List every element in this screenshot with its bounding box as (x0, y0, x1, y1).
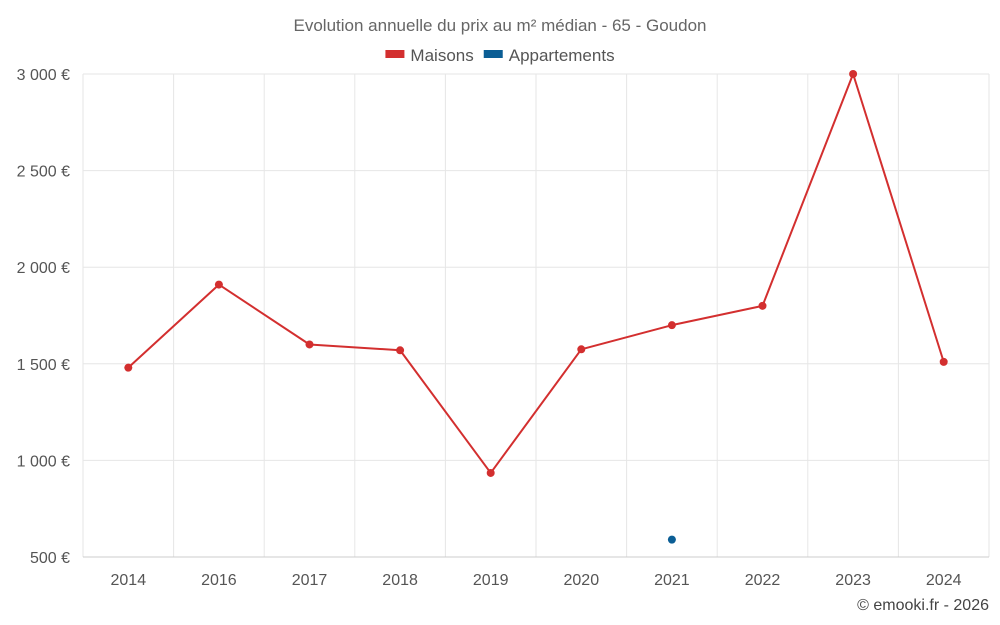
data-point-maisons (667, 321, 676, 330)
y-tick-label: 1 500 € (17, 357, 70, 374)
y-tick-label: 3 000 € (17, 67, 70, 84)
x-gridlines (82, 74, 990, 557)
x-tick-label: 2014 (111, 572, 147, 589)
y-gridlines (83, 73, 989, 558)
series-layer (124, 70, 948, 544)
data-point-maisons (305, 340, 314, 349)
legend: Maisons Appartements (385, 46, 615, 65)
x-axis-tick-labels: 2014 2016 2017 2018 2019 2020 2021 2022 2023 2024 (111, 572, 962, 589)
data-point-maisons (849, 70, 858, 78)
legend-item-appartements[interactable]: Appartements (483, 46, 615, 65)
credit-text: © emooki.fr - 2026 (857, 597, 989, 614)
data-point-maisons (758, 301, 767, 310)
legend-swatch (483, 50, 503, 58)
data-point-maisons (486, 468, 495, 477)
x-tick-label: 2024 (926, 572, 962, 589)
x-tick-label: 2022 (745, 572, 781, 589)
data-point-maisons (939, 357, 948, 366)
legend-label: Maisons (410, 46, 473, 65)
y-axis-tick-labels: 500 € 1 000 € 1 500 € 2 000 € 2 500 € 3 000 € (17, 67, 70, 567)
x-tick-label: 2017 (292, 572, 328, 589)
y-tick-label: 1 000 € (17, 453, 70, 470)
x-tick-label: 2018 (382, 572, 418, 589)
data-point-maisons (577, 345, 586, 354)
x-tick-label: 2023 (835, 572, 871, 589)
data-point-appartements (667, 535, 676, 544)
legend-item-maisons[interactable]: Maisons (385, 46, 474, 65)
x-tick-label: 2016 (201, 572, 237, 589)
x-tick-label: 2019 (473, 572, 509, 589)
data-point-maisons (124, 363, 133, 372)
legend-label: Appartements (509, 46, 615, 65)
y-tick-label: 2 500 € (17, 164, 70, 181)
data-point-maisons (214, 280, 223, 289)
series-line-maisons (127, 73, 945, 474)
data-point-maisons (396, 346, 405, 355)
y-tick-label: 2 000 € (17, 260, 70, 277)
x-tick-label: 2020 (564, 572, 600, 589)
legend-swatch (385, 50, 405, 58)
y-tick-label: 500 € (30, 550, 70, 567)
x-tick-label: 2021 (654, 572, 690, 589)
chart-title: Evolution annuelle du prix au m² médian … (294, 16, 707, 35)
